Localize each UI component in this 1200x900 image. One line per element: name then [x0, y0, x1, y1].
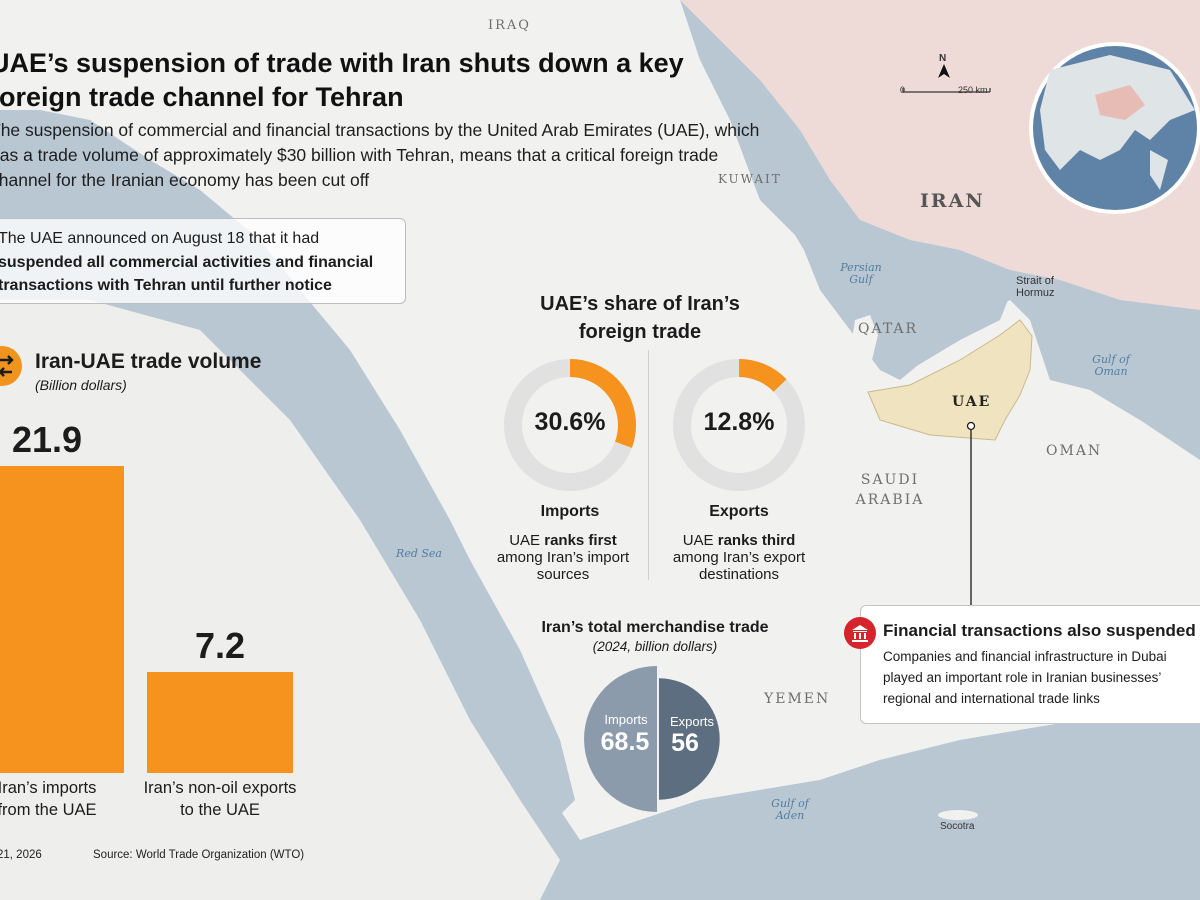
water-label-gulf-of-oman: Gulf of Oman: [1088, 354, 1134, 378]
gulf-of-aden: [560, 720, 1200, 900]
aden-line3: Aden: [775, 809, 805, 822]
announcement-box: [0, 218, 406, 304]
persian-gulf: [760, 150, 1010, 370]
financial-callout-title: Financial transactions also suspended: [883, 621, 1196, 640]
trade-arrows-icon: [0, 346, 22, 386]
merch-exports-value: 56: [671, 729, 699, 757]
footer-date: August 21, 2026: [0, 849, 42, 861]
merch-exports-half: [659, 678, 720, 800]
water-label-red-sea: Red Sea: [396, 547, 442, 560]
scale-zero: 0: [900, 85, 906, 95]
financial-callout-text: Companies and financial infrastructure i…: [883, 646, 1200, 709]
trade-volume-bar-label-1: Iran’s non-oil exports to the UAE: [127, 777, 313, 821]
financial-line3: regional and international trade links: [883, 691, 1100, 706]
exports-share-donut: [673, 359, 805, 491]
share-divider: [648, 350, 649, 580]
country-label-oman: OMAN: [1046, 443, 1103, 459]
bar-label-line1: Iran’s non-oil exports: [143, 779, 297, 797]
imports-share-desc: UAE ranks first among Iran’s import sour…: [473, 532, 653, 583]
place-label-socotra: Socotra: [940, 821, 975, 832]
place-label-strait-of-hormuz: Strait of Hormuz: [1016, 275, 1055, 299]
financial-callout-box: [860, 605, 1200, 724]
imports-donut-arc: [504, 359, 636, 491]
trade-volume-bar-value-0: 21.9: [11, 419, 83, 461]
trade-volume-title: Iran-UAE trade volume: [35, 350, 262, 373]
footer-source: Source: World Trade Organization (WTO): [93, 849, 305, 861]
country-label-iran: IRAN: [920, 190, 985, 212]
trade-volume-bar-1: [147, 672, 293, 773]
merch-imports-label: Imports: [604, 712, 648, 727]
exports-donut-arc: [673, 359, 805, 491]
merch-trade-circle: [584, 666, 720, 812]
imports-desc-bold: ranks first: [544, 532, 617, 549]
imports-desc-line2: among Iran’s import: [496, 549, 630, 566]
gulf-of-oman: [1040, 300, 1200, 460]
exports-desc-line3: destinations: [698, 566, 780, 583]
exports-desc-pre: UAE: [682, 532, 718, 549]
page-title: UAE’s suspension of trade with Iran shut…: [0, 48, 684, 112]
merch-title: Iran’s total merchandise trade: [541, 619, 769, 636]
exports-share-label: Exports: [709, 503, 769, 520]
page-subtitle: The suspension of commercial and financi…: [0, 120, 760, 190]
country-label-yemen: YEMEN: [764, 691, 831, 707]
persian-line1: Persian: [840, 261, 882, 274]
oman-line1: Gulf of: [1092, 353, 1130, 366]
exports-share-value: 12.8%: [703, 408, 775, 436]
financial-line2: played an important role in Iranian busi…: [883, 670, 1162, 685]
trade-volume-bar-0: [0, 466, 124, 773]
share-title: UAE’s share of Iran’s foreign trade: [495, 290, 785, 346]
bank-icon: [844, 617, 876, 649]
saudi-line1: SAUDI: [860, 472, 920, 488]
scale-distance: 250 km: [958, 85, 988, 95]
country-label-saudi-arabia: SAUDI ARABIA: [850, 470, 930, 510]
hormuz-line2: Hormuz: [1016, 287, 1055, 299]
trade-volume-unit: (Billion dollars): [35, 377, 127, 393]
water-label-persian-gulf: Persian Gulf: [836, 262, 886, 286]
persian-line2: Gulf: [849, 273, 873, 286]
exports-desc-bold: ranks third: [717, 532, 796, 549]
imports-desc-pre: UAE: [509, 532, 545, 549]
imports-share-value: 30.6%: [534, 408, 606, 436]
country-label-uae: UAE: [952, 394, 992, 410]
share-title-line1: UAE’s share of Iran’s: [540, 293, 740, 315]
hormuz-line1: Strait of: [1016, 275, 1054, 287]
imports-share-label: Imports: [540, 503, 600, 520]
africa-land: [0, 300, 560, 900]
announcement-bold-text: suspended all commercial activities and …: [0, 254, 374, 294]
merch-imports-half: [584, 666, 657, 812]
oman-line2: Oman: [1094, 365, 1128, 378]
imports-desc-line3: sources: [536, 566, 590, 583]
country-label-kuwait: KUWAIT: [718, 172, 782, 186]
water-label-gulf-of-aden: Gulf of Aden: [768, 798, 812, 822]
country-label-iraq: IRAQ: [488, 18, 531, 33]
aden-line1: Gulf: [771, 797, 795, 810]
aden-line2: of: [798, 797, 809, 810]
trade-volume-bar-label-0: Iran’s imports from the UAE: [0, 777, 144, 821]
bar-label-line1: Iran’s imports: [0, 779, 97, 797]
uae-land: [867, 319, 1033, 441]
merch-subtitle: (2024, billion dollars): [592, 639, 718, 654]
exports-desc-line2: among Iran’s export: [672, 549, 806, 566]
bar-label-line2: to the UAE: [180, 801, 260, 819]
trade-volume-bar-value-1: 7.2: [194, 625, 246, 667]
bar-label-line2: from the UAE: [0, 801, 97, 819]
country-label-qatar: QATAR: [858, 321, 919, 337]
merch-imports-value: 68.5: [600, 728, 650, 756]
announcement-text: The UAE announced on August 18 that it h…: [0, 230, 320, 247]
locator-globe: [1029, 42, 1200, 214]
merch-exports-label: Exports: [669, 714, 715, 729]
red-sea: [230, 250, 575, 820]
share-title-line2: foreign trade: [578, 321, 702, 343]
qatar-land: [852, 315, 878, 362]
exports-share-desc: UAE ranks third among Iran’s export dest…: [649, 532, 829, 583]
saudi-line2: ARABIA: [855, 492, 925, 508]
financial-line1: Companies and financial infrastructure i…: [883, 649, 1167, 664]
north-arrow-icon: N: [939, 53, 947, 64]
imports-share-donut: [504, 359, 636, 491]
